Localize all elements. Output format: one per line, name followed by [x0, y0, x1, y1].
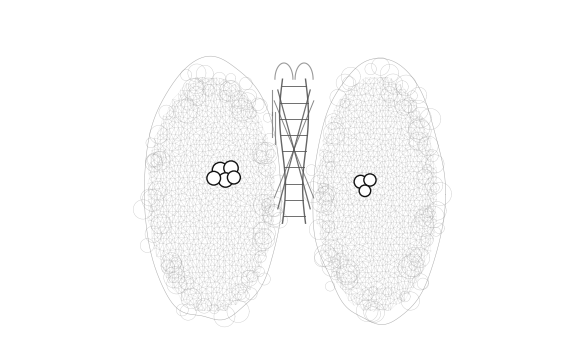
Circle shape [212, 162, 228, 178]
Circle shape [364, 174, 376, 186]
Circle shape [354, 175, 367, 188]
Circle shape [207, 171, 220, 185]
Circle shape [228, 171, 240, 184]
Circle shape [218, 173, 233, 187]
Circle shape [224, 161, 238, 175]
Circle shape [359, 185, 370, 197]
